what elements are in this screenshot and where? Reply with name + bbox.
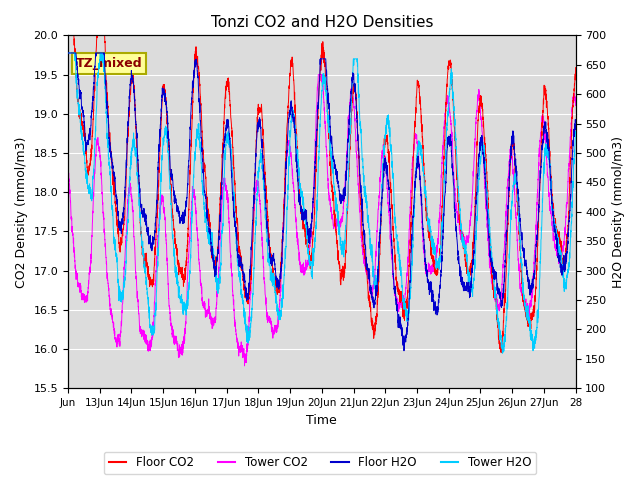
Floor CO2 <box>439 175 447 180</box>
Tower CO2 <box>403 273 411 278</box>
Floor H2O <box>572 118 579 123</box>
Tower H2O <box>499 350 506 356</box>
Floor CO2 <box>403 296 410 302</box>
Floor CO2 <box>152 245 159 251</box>
Tower CO2 <box>314 72 322 77</box>
Y-axis label: H2O Density (mmol/m3): H2O Density (mmol/m3) <box>612 136 625 288</box>
Floor CO2 <box>497 350 505 356</box>
Legend: Floor CO2, Tower CO2, Floor H2O, Tower H2O: Floor CO2, Tower CO2, Floor H2O, Tower H… <box>104 452 536 474</box>
Line: Floor CO2: Floor CO2 <box>68 31 575 353</box>
Tower H2O <box>461 246 469 252</box>
Floor H2O <box>152 223 159 228</box>
Floor CO2 <box>454 198 462 204</box>
Floor H2O <box>440 230 447 236</box>
Floor H2O <box>461 287 469 293</box>
Tower CO2 <box>462 242 470 248</box>
Tower H2O <box>403 310 410 316</box>
Tower CO2 <box>393 298 401 303</box>
Floor H2O <box>392 297 400 303</box>
Line: Tower CO2: Tower CO2 <box>68 74 575 366</box>
Tower CO2 <box>572 103 579 108</box>
Tower CO2 <box>152 280 159 286</box>
Tower CO2 <box>440 137 447 143</box>
Floor CO2 <box>392 276 400 282</box>
Tower CO2 <box>64 168 72 173</box>
Line: Floor H2O: Floor H2O <box>68 53 575 351</box>
Tower H2O <box>64 50 72 56</box>
Line: Tower H2O: Tower H2O <box>68 53 575 353</box>
Floor CO2 <box>461 261 469 267</box>
Tower H2O <box>439 212 447 217</box>
Title: Tonzi CO2 and H2O Densities: Tonzi CO2 and H2O Densities <box>211 15 433 30</box>
Y-axis label: CO2 Density (mmol/m3): CO2 Density (mmol/m3) <box>15 136 28 288</box>
X-axis label: Time: Time <box>307 414 337 427</box>
Tower H2O <box>572 130 579 136</box>
Floor H2O <box>400 348 408 354</box>
Text: TZ_mixed: TZ_mixed <box>76 57 142 70</box>
Floor H2O <box>64 50 72 56</box>
Tower CO2 <box>241 363 248 369</box>
Floor H2O <box>403 328 410 334</box>
Tower CO2 <box>454 217 462 223</box>
Tower H2O <box>152 306 159 312</box>
Tower H2O <box>392 236 400 242</box>
Tower H2O <box>454 180 462 185</box>
Floor H2O <box>454 257 462 263</box>
Floor CO2 <box>572 65 579 71</box>
Floor CO2 <box>64 28 72 34</box>
